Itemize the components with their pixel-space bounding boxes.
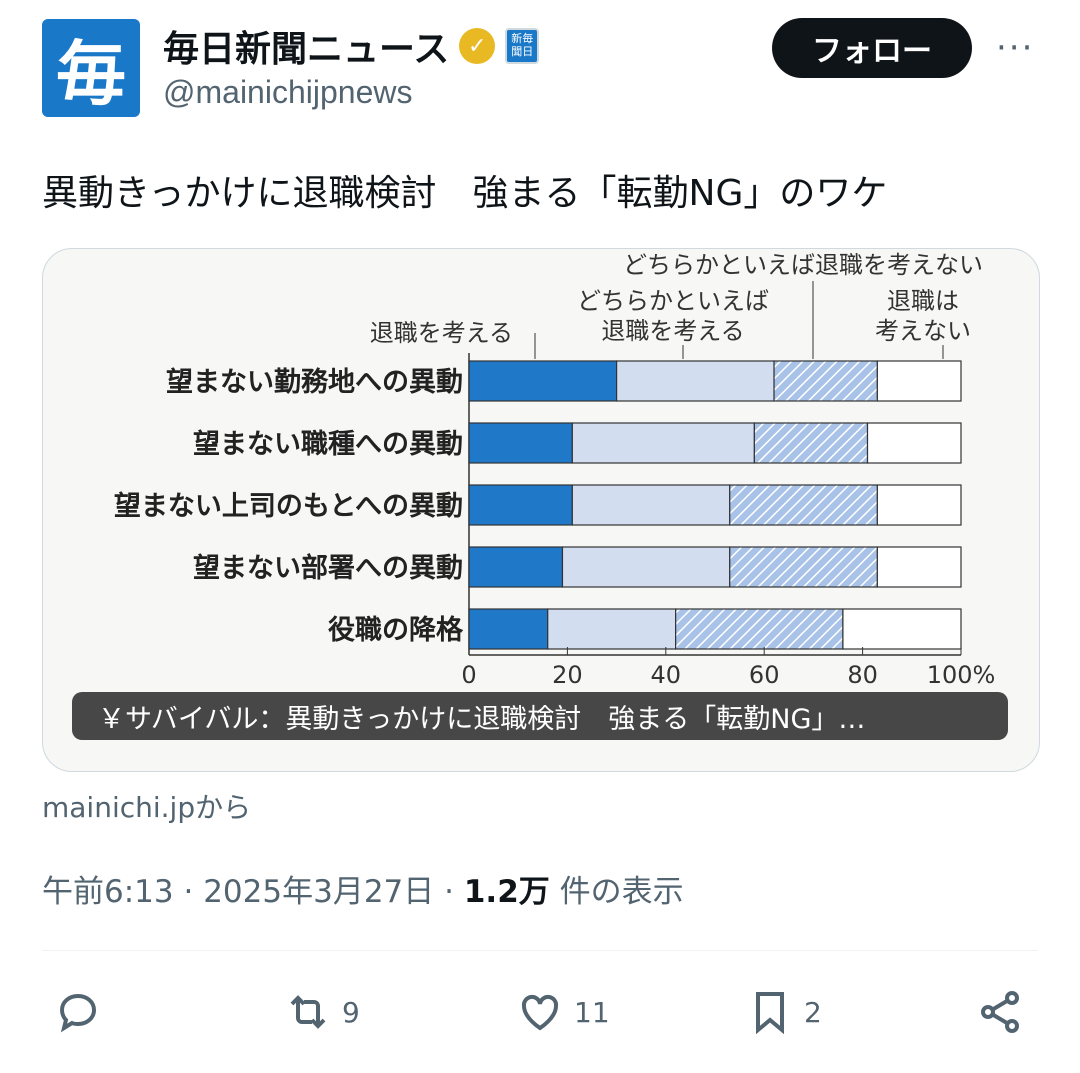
x-tick-label: 40 bbox=[651, 661, 682, 689]
divider bbox=[42, 950, 1038, 951]
account-name[interactable]: 毎日新聞ニュース bbox=[163, 29, 450, 70]
views-label: 件の表示 bbox=[559, 874, 684, 910]
follow-button[interactable]: フォロー bbox=[772, 18, 972, 78]
bookmark-count: 2 bbox=[804, 995, 822, 1029]
bar-segment bbox=[876, 546, 962, 588]
card-caption[interactable]: ￥サバイバル：異動きっかけに退職検討 強まる「転勤NG」… bbox=[72, 692, 1008, 740]
bar-segment bbox=[842, 608, 962, 650]
heart-icon bbox=[521, 994, 559, 1031]
affiliate-badge-icon[interactable]: 新毎聞日 bbox=[505, 28, 540, 64]
verified-badge-icon[interactable]: ✓ bbox=[459, 28, 496, 64]
legend-label: 退職は bbox=[887, 287, 959, 315]
share-icon bbox=[981, 991, 1019, 1033]
x-tick-label: 100% bbox=[927, 661, 996, 689]
bar-segment bbox=[547, 608, 677, 650]
bar-segment bbox=[468, 484, 573, 526]
reply-icon bbox=[59, 993, 97, 1033]
legend-label: どちらかといえば退職を考えない bbox=[623, 251, 983, 279]
bar-segment bbox=[675, 608, 844, 650]
separator: · bbox=[183, 874, 194, 910]
retweet-button[interactable]: 9 bbox=[284, 988, 360, 1036]
x-tick-label: 80 bbox=[847, 661, 878, 689]
bookmark-icon bbox=[756, 992, 784, 1035]
bar-segment bbox=[729, 546, 878, 588]
bar-segment bbox=[866, 422, 962, 464]
account-handle[interactable]: @mainichijpnews bbox=[163, 74, 413, 110]
bar-segment bbox=[571, 422, 755, 464]
bar-segment bbox=[876, 484, 962, 526]
like-button[interactable]: 11 bbox=[516, 988, 610, 1036]
bar-segment bbox=[615, 360, 775, 402]
bar-segment bbox=[571, 484, 731, 526]
tweet-date[interactable]: 2025年3月27日 bbox=[203, 874, 435, 910]
legend-label: 退職を考える bbox=[370, 319, 513, 347]
category-label: 役職の降格 bbox=[328, 615, 464, 646]
bar-segment bbox=[561, 546, 731, 588]
bar-segment bbox=[876, 360, 962, 402]
bookmark-button[interactable]: 2 bbox=[746, 988, 822, 1036]
view-count: 1.2万 bbox=[463, 874, 550, 910]
separator: · bbox=[444, 874, 454, 910]
tweet-meta: 午前6:13 · 2025年3月27日 · 1.2万 件の表示 bbox=[42, 866, 684, 911]
share-button[interactable] bbox=[976, 988, 1024, 1036]
x-tick-label: 0 bbox=[461, 661, 476, 689]
bar-segment bbox=[773, 360, 878, 402]
reply-button[interactable] bbox=[54, 988, 102, 1036]
tweet-time[interactable]: 午前6:13 bbox=[42, 874, 174, 910]
legend-label: 退職を考える bbox=[601, 317, 744, 345]
category-label: 望まない上司のもとへの異動 bbox=[114, 491, 463, 522]
avatar[interactable]: 毎 bbox=[42, 19, 140, 117]
stacked-bar-chart: 望まない勤務地への異動望まない職種への異動望まない上司のもとへの異動望まない部署… bbox=[114, 251, 996, 689]
card-source[interactable]: mainichi.jpから bbox=[42, 791, 252, 824]
retweet-count: 9 bbox=[342, 995, 360, 1029]
bar-segment bbox=[468, 360, 618, 402]
category-label: 望まない職種への異動 bbox=[193, 429, 463, 460]
x-tick-label: 60 bbox=[749, 661, 780, 689]
legend-label: 考えない bbox=[875, 317, 971, 345]
legend-label: どちらかといえば bbox=[577, 287, 769, 315]
more-options-icon[interactable]: ··· bbox=[996, 28, 1035, 68]
bar-segment bbox=[468, 546, 564, 588]
bar-segment bbox=[753, 422, 869, 464]
bar-segment bbox=[468, 608, 549, 650]
link-card-image[interactable]: 望まない勤務地への異動望まない職種への異動望まない上司のもとへの異動望まない部署… bbox=[42, 248, 1040, 772]
like-count: 11 bbox=[574, 995, 610, 1029]
bar-segment bbox=[729, 484, 878, 526]
tweet-text: 異動きっかけに退職検討 強まる「転勤NG」のワケ bbox=[42, 173, 888, 214]
account-name-row: 毎日新聞ニュース ✓ 新毎聞日 bbox=[163, 20, 540, 72]
retweet-icon bbox=[290, 995, 326, 1029]
category-label: 望まない部署への異動 bbox=[193, 552, 463, 584]
category-label: 望まない勤務地への異動 bbox=[166, 367, 463, 398]
bar-segment bbox=[468, 422, 573, 464]
x-tick-label: 20 bbox=[552, 661, 583, 689]
